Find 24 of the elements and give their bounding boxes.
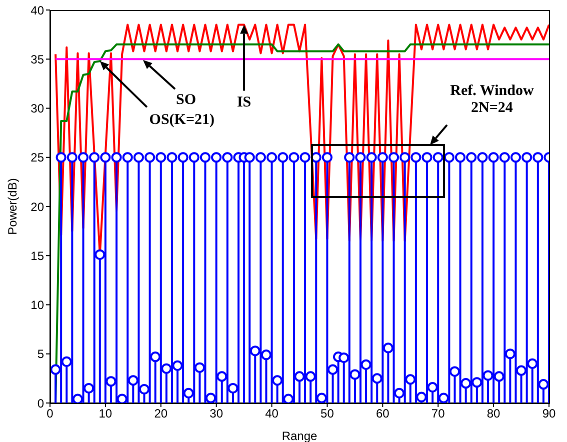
x-tick-label: 70 (431, 406, 446, 421)
x-tick-label: 10 (98, 406, 112, 421)
y-tick-label: 35 (30, 52, 44, 66)
x-tick-label: 60 (376, 406, 390, 421)
y-tick-label: 40 (30, 3, 44, 18)
annotation: IS (236, 94, 252, 111)
x-tick-label: 80 (486, 406, 501, 421)
y-tick-label: 5 (37, 347, 44, 362)
y-tick-label: 20 (30, 200, 44, 214)
y-tick-label: 0 (37, 396, 44, 410)
x-tick-label: 20 (154, 406, 168, 421)
annotation: OS(K=21) (149, 112, 215, 128)
x-tick-label: 30 (210, 406, 224, 421)
y-tick-label: 10 (30, 298, 44, 312)
x-tick-label: 40 (265, 406, 279, 421)
y-tick-label: 25 (30, 150, 44, 165)
x-tick-label: 90 (542, 406, 556, 421)
annotation: SO (176, 92, 196, 108)
y-axis-title: Power(dB) (5, 178, 20, 235)
x-tick-label: 0 (46, 406, 54, 421)
y-tick-label: 30 (30, 102, 44, 116)
annotation: Ref. Window 2N=24 (450, 83, 534, 116)
x-tick-label: 50 (320, 406, 334, 421)
y-tick-label: 15 (30, 248, 44, 263)
